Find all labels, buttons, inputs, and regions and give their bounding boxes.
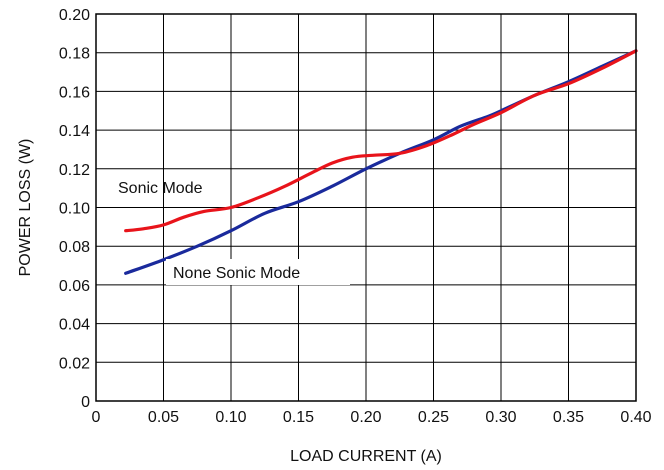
y-axis-title: POWER LOSS (W) [17,139,34,277]
annotations: Sonic Mode None Sonic Mode [118,180,350,285]
y-tick-label: 0.10 [59,201,90,218]
x-tick-label: 0.35 [553,409,584,426]
series-lines [124,49,638,275]
x-tick-label: 0.25 [418,409,449,426]
series-line-1 [124,49,638,275]
x-tick-label: 0 [92,409,101,426]
annotation-sonic-mode: Sonic Mode [118,180,203,197]
y-tick-label: 0.20 [59,7,90,24]
annotation-none-sonic-mode: None Sonic Mode [173,265,300,282]
x-tick-label: 0.20 [350,409,381,426]
plot-frame [95,13,637,402]
x-tick-label: 0.10 [215,409,246,426]
y-tick-label: 0.08 [59,239,90,256]
y-tick-label: 0.06 [59,278,90,295]
y-tick-label: 0.02 [59,355,90,372]
x-tick-label: 0.40 [620,409,651,426]
grid [95,13,637,402]
y-tick-label: 0 [81,394,90,411]
x-tick-label: 0.30 [485,409,516,426]
y-tick-label: 0.12 [59,162,90,179]
y-tick-label: 0.16 [59,84,90,101]
y-tick-label: 0.18 [59,46,90,63]
y-tick-labels: 0 0.02 0.04 0.06 0.08 0.10 0.12 0.14 0.16 0.18 0.2… [59,7,90,411]
x-axis-title: LOAD CURRENT (A) [290,448,442,465]
annotation-background [166,259,350,285]
y-tick-label: 0.04 [59,317,90,334]
x-tick-label: 0.15 [283,409,314,426]
y-tick-label: 0.14 [59,123,90,140]
series-line-0 [124,49,638,233]
x-tick-label: 0.05 [148,409,179,426]
x-tick-labels: 0 0.05 0.10 0.15 0.20 0.25 0.30 0.35 0.40 [92,409,652,426]
